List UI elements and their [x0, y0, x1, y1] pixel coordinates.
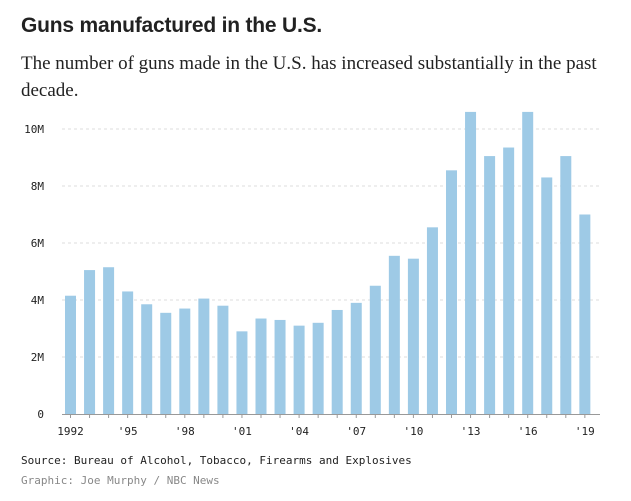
bar-1994 — [103, 267, 115, 414]
x-tick-label: '95 — [118, 425, 138, 438]
bar-2001 — [236, 331, 248, 414]
bar-2019 — [579, 214, 591, 414]
bar-2018 — [560, 156, 572, 414]
bar-2013 — [465, 111, 477, 415]
bar-1997 — [160, 312, 172, 414]
bar-2015 — [503, 147, 515, 414]
bar-chart: 0 2M 4M 6M 8M 10M 1992 '95 '98 '01 '04 '07 '10 '13 '16… — [24, 111, 600, 438]
y-tick-label: 2M — [31, 351, 45, 364]
bar-2005 — [312, 322, 324, 414]
y-tick-label: 6M — [31, 237, 45, 250]
bar-2012 — [446, 170, 457, 414]
x-tick-label: '01 — [232, 425, 252, 438]
bar-1993 — [84, 270, 96, 414]
bar-2000 — [217, 305, 229, 414]
x-tick-label: '10 — [403, 425, 423, 438]
bar-2006 — [331, 309, 343, 414]
y-tick-label: 10M — [24, 123, 44, 136]
bar-2016 — [522, 111, 534, 415]
bar-1992 — [65, 295, 76, 414]
bar-2002 — [255, 318, 267, 414]
bar-2011 — [426, 227, 438, 414]
bar-1998 — [179, 308, 191, 414]
x-tick-label: '07 — [346, 425, 366, 438]
bar-1995 — [122, 291, 134, 414]
x-tick-label: '04 — [289, 425, 309, 438]
bar-2014 — [484, 156, 496, 414]
x-tick-label: '13 — [461, 425, 481, 438]
y-tick-label: 0 — [37, 408, 44, 421]
bar-2017 — [541, 177, 553, 414]
x-tick-label: '19 — [575, 425, 595, 438]
bars — [65, 111, 591, 415]
bar-2009 — [388, 255, 400, 414]
bar-1996 — [141, 304, 153, 414]
bar-2004 — [293, 325, 305, 414]
bar-1999 — [198, 298, 210, 414]
bar-2003 — [274, 319, 286, 414]
x-tick-label: 1992 — [57, 425, 84, 438]
bar-2010 — [407, 258, 419, 414]
chart-subtitle: The number of guns made in the U.S. has … — [21, 53, 597, 101]
credit-note: Graphic: Joe Murphy / NBC News — [21, 474, 220, 487]
source-note: Source: Bureau of Alcohol, Tobacco, Fire… — [21, 454, 412, 467]
axes: 0 2M 4M 6M 8M 10M 1992 '95 '98 '01 '04 '07 '10 '13 '16… — [24, 123, 600, 438]
y-tick-label: 4M — [31, 294, 45, 307]
bar-2007 — [350, 302, 362, 414]
x-tick-label: '16 — [518, 425, 538, 438]
x-tick-label: '98 — [175, 425, 195, 438]
chart-title: Guns manufactured in the U.S. — [21, 14, 323, 37]
y-tick-label: 8M — [31, 180, 45, 193]
bar-2008 — [369, 285, 381, 414]
